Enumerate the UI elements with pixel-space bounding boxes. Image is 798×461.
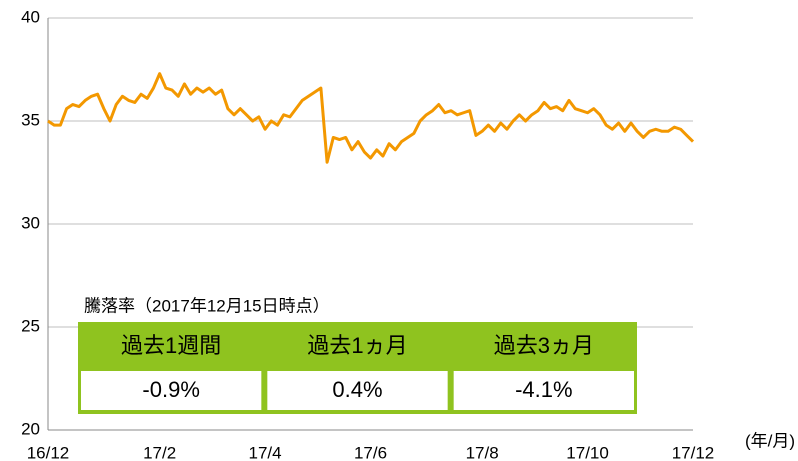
table-cell	[81, 371, 262, 410]
table-cell	[453, 371, 634, 410]
table-header: 過去3ヵ月	[494, 333, 594, 358]
y-tick-label: 25	[21, 316, 40, 335]
table-cell-text: -4.1%	[515, 377, 572, 402]
table-cell-text: 0.4%	[332, 377, 382, 402]
y-tick-label: 20	[21, 419, 40, 438]
x-tick-label: 17/12	[672, 443, 715, 461]
y-tick-label: 35	[21, 110, 40, 129]
table-header: 過去1週間	[121, 333, 221, 358]
table-header: 過去1ヵ月	[307, 333, 407, 358]
x-tick-label: 17/4	[249, 443, 282, 461]
x-tick-label: 17/2	[143, 443, 176, 461]
y-tick-label: 40	[21, 7, 40, 26]
table-cell	[267, 371, 448, 410]
table-title: 騰落率（2017年12月15日時点）	[84, 296, 330, 315]
x-tick-label: 16/12	[27, 443, 70, 461]
line-series	[47, 72, 695, 164]
x-tick-label: 17/10	[566, 443, 609, 461]
x-tick-label: 17/8	[466, 443, 499, 461]
x-tick-label: 17/6	[354, 443, 387, 461]
y-tick-label: 30	[21, 213, 40, 232]
table-cell-text: -0.9%	[142, 377, 199, 402]
x-axis-label: (年/月)	[745, 431, 795, 450]
